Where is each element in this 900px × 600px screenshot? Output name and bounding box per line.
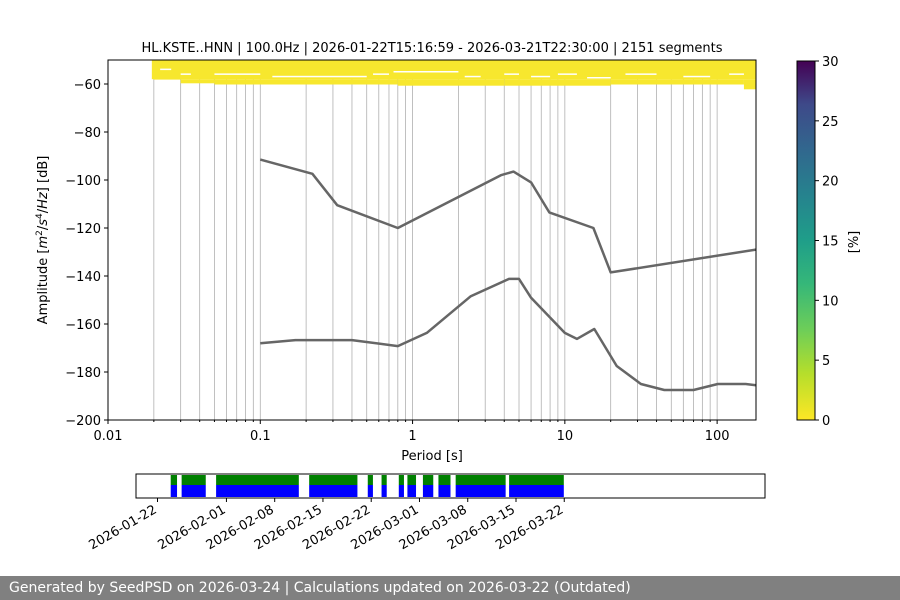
colorbar-tick-label: 0 — [822, 414, 830, 429]
colorbar-tick-label: 10 — [822, 294, 839, 309]
y-tick-label: −160 — [65, 318, 101, 333]
coverage-plot: 2026-01-222026-02-012026-02-082026-02-15… — [87, 473, 766, 553]
coverage-data-block — [170, 475, 178, 485]
psd-density-edge — [214, 79, 398, 85]
coverage-psd-block — [422, 485, 434, 497]
coverage-psd-block — [216, 485, 299, 497]
psd-density-gap — [272, 75, 367, 78]
coverage-data-block — [407, 475, 417, 485]
x-tick-label: 10 — [557, 429, 574, 444]
psd-density-edge — [610, 79, 744, 85]
psd-density-gap — [160, 68, 172, 71]
x-tick-label: 1 — [408, 429, 416, 444]
colorbar-tick-label: 30 — [822, 55, 839, 70]
psd-density-edge — [180, 79, 215, 84]
y-tick-label: −100 — [65, 174, 101, 189]
coverage-data-block — [422, 475, 434, 485]
psd-density-gap — [557, 73, 577, 75]
psd-density-gap — [625, 73, 657, 75]
psd-density-region — [151, 60, 756, 90]
coverage-data-block — [455, 475, 506, 485]
coverage-data-block — [381, 475, 387, 485]
psd-density-band — [151, 60, 756, 80]
coverage-data-block — [309, 475, 358, 485]
coverage-data-block — [398, 475, 404, 485]
y-tick-label: −200 — [65, 414, 101, 429]
x-gridlines — [107, 60, 718, 420]
x-tick-label: 100 — [705, 429, 730, 444]
coverage-blocks — [170, 475, 564, 497]
series-lines — [259, 158, 756, 392]
y-tick-label: −60 — [74, 78, 101, 93]
y-tick-label: −80 — [74, 126, 101, 141]
coverage-psd-block — [438, 485, 451, 497]
coverage-psd-block — [181, 485, 206, 497]
chart-title: HL.KSTE..HNN | 100.0Hz | 2026-01-22T15:1… — [141, 41, 722, 56]
psd-density-gap — [504, 73, 520, 75]
x-tick-label: 0.1 — [250, 429, 271, 444]
y-tick-label: −120 — [65, 222, 101, 237]
coverage-data-block — [438, 475, 451, 485]
psd-density-gap — [531, 75, 551, 78]
coverage-psd-block — [309, 485, 358, 497]
series-line-upper — [259, 158, 756, 274]
psd-density-edge — [743, 79, 756, 90]
coverage-psd-block — [170, 485, 178, 497]
psd-density-gap — [587, 77, 611, 79]
coverage-data-block — [367, 475, 373, 485]
colorbar-tick-label: 25 — [822, 115, 839, 130]
coverage-psd-block — [381, 485, 387, 497]
x-tick-label: 0.01 — [94, 429, 123, 444]
coverage-psd-block — [509, 485, 564, 497]
y-tick-label: −140 — [65, 270, 101, 285]
coverage-data-block — [216, 475, 299, 485]
coverage-psd-block — [455, 485, 506, 497]
coverage-date-ticks: 2026-01-222026-02-012026-02-082026-02-15… — [87, 498, 566, 553]
footer-status: Generated by SeedPSD on 2026-03-24 | Cal… — [0, 576, 900, 600]
psd-density-edge — [153, 79, 181, 80]
coverage-frame — [135, 473, 766, 499]
x-ticks: 0.01 0.1 1 10 100 — [94, 420, 730, 444]
colorbar-gradient — [796, 60, 816, 421]
colorbar-label: [%] — [847, 231, 862, 254]
y-axis-label: Amplitude [m2/s4/Hz] [dB] — [35, 156, 51, 325]
coverage-psd-block — [398, 485, 404, 497]
y-tick-label: −180 — [65, 366, 101, 381]
colorbar-tick-label: 5 — [822, 354, 830, 369]
psd-density-gap — [683, 75, 711, 78]
coverage-psd-block — [407, 485, 417, 497]
psd-density-gap — [180, 73, 191, 75]
colorbar-tick-label: 15 — [822, 235, 839, 250]
x-axis-label: Period [s] — [401, 449, 463, 464]
date-tick-label: 2026-01-22 — [87, 502, 160, 553]
colorbar-tick-label: 20 — [822, 175, 839, 190]
y-ticks: −200 −180 −160 −140 −120 −100 −80 −60 — [65, 78, 108, 429]
main-plot: 0.01 0.1 1 10 100 −200 −180 −160 −140 −120 −100 −8… — [35, 41, 757, 464]
psd-density-gap — [393, 71, 459, 73]
psd-density-gap — [373, 73, 389, 75]
psd-density-edge — [504, 79, 611, 86]
figure: 0.01 0.1 1 10 100 −200−180−160−140−120−100−8… — [35, 41, 862, 553]
series-line-lower — [260, 277, 756, 392]
colorbar: 0 5 10 15 20 25 30 [%] — [796, 55, 862, 429]
coverage-psd-block — [367, 485, 373, 497]
psd-density-gap — [729, 73, 744, 75]
psd-density-gap — [464, 75, 481, 78]
psd-density-gap — [214, 73, 261, 75]
coverage-data-block — [181, 475, 206, 485]
coverage-data-block — [509, 475, 564, 485]
psd-density-edge — [397, 79, 505, 86]
colorbar-ticks: 0 5 10 15 20 25 30 — [815, 55, 839, 429]
plot-frame — [107, 59, 757, 421]
